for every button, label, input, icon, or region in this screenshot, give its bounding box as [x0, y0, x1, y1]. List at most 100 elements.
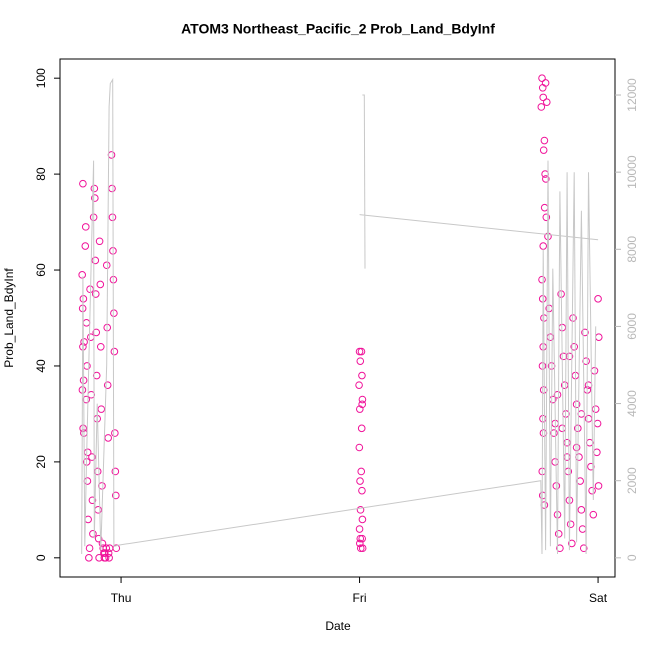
point	[101, 549, 109, 557]
point	[355, 443, 364, 452]
point	[112, 491, 120, 500]
point	[550, 429, 558, 437]
point	[98, 482, 106, 490]
y-axis-label: Prob_Land_BdyInf	[2, 268, 16, 368]
point	[358, 486, 366, 495]
x-axis-label: Date	[325, 619, 351, 633]
point	[94, 534, 103, 543]
line	[81, 77, 599, 555]
point	[356, 477, 364, 485]
point	[98, 539, 107, 548]
point	[356, 405, 364, 413]
point	[79, 179, 87, 188]
point	[582, 357, 590, 365]
point	[541, 79, 550, 87]
point	[539, 146, 548, 154]
point	[91, 256, 100, 265]
y2-tick-label: 10000	[625, 155, 639, 189]
point	[110, 347, 119, 356]
point	[554, 530, 563, 538]
point	[81, 223, 90, 231]
point	[111, 429, 119, 437]
point	[538, 275, 546, 284]
point	[553, 390, 562, 399]
point	[356, 506, 365, 514]
point	[91, 290, 100, 298]
point	[110, 309, 118, 318]
point	[356, 544, 365, 553]
point	[358, 515, 367, 524]
point	[566, 520, 575, 529]
y2-tick-label: 8000	[625, 236, 639, 263]
y2-tick-label: 2000	[625, 467, 639, 494]
plot-box	[59, 58, 616, 578]
y-tick-label: 0	[34, 554, 48, 561]
point	[85, 554, 93, 562]
point	[537, 103, 546, 111]
point	[81, 242, 90, 250]
point	[105, 554, 113, 562]
point	[355, 381, 363, 389]
point	[577, 506, 586, 514]
y2-tick-label: 12000	[625, 78, 639, 112]
point	[576, 477, 584, 485]
y2-tick-label: 4000	[625, 390, 639, 417]
point	[82, 395, 91, 404]
point	[85, 544, 94, 553]
point	[103, 381, 112, 389]
point	[89, 530, 97, 538]
point	[97, 405, 106, 413]
point	[95, 237, 104, 246]
point	[588, 486, 596, 495]
point	[102, 544, 111, 553]
point	[357, 424, 366, 433]
point	[356, 534, 365, 543]
point	[572, 400, 581, 409]
point	[358, 371, 366, 380]
point	[92, 328, 101, 337]
point	[358, 400, 366, 409]
point	[570, 342, 579, 351]
point	[104, 549, 113, 557]
point	[355, 347, 364, 356]
point	[539, 93, 548, 102]
point	[79, 424, 87, 433]
point	[90, 184, 99, 193]
point	[542, 98, 551, 106]
point	[540, 136, 549, 145]
point	[594, 295, 602, 303]
point	[358, 544, 367, 553]
point	[91, 194, 99, 202]
point	[538, 74, 546, 82]
point	[88, 496, 97, 505]
y-tick-label: 60	[34, 263, 48, 277]
point	[96, 280, 105, 289]
point	[80, 338, 88, 346]
point	[569, 314, 577, 322]
point	[589, 510, 598, 519]
point	[556, 544, 564, 553]
point	[594, 482, 603, 490]
point	[88, 453, 96, 461]
point	[358, 534, 366, 543]
point	[355, 525, 364, 533]
y-tick-label: 20	[34, 455, 48, 469]
y-tick-label: 40	[34, 359, 48, 373]
point	[357, 347, 366, 356]
point	[568, 539, 576, 548]
point	[542, 175, 550, 183]
point	[559, 352, 568, 361]
point	[581, 328, 589, 337]
y-tick-label: 100	[34, 68, 48, 88]
point	[104, 434, 112, 442]
y2-tick-label: 6000	[625, 313, 639, 340]
point	[96, 342, 105, 351]
point	[579, 544, 588, 553]
point	[356, 357, 365, 365]
x-tick-label: Thu	[111, 591, 132, 605]
y-tick-label: 80	[34, 167, 48, 181]
point	[111, 467, 120, 476]
point	[92, 371, 101, 380]
x-tick-label: Sat	[589, 591, 608, 605]
